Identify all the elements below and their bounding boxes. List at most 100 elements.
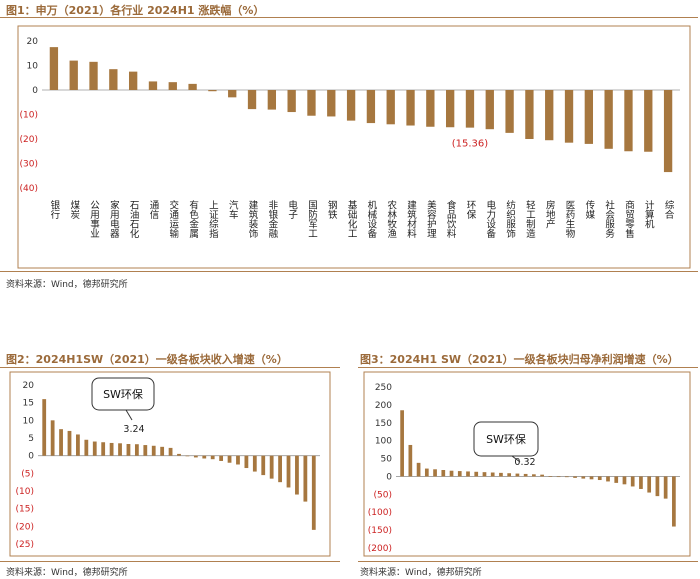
fig2-bar-8 [109, 442, 114, 456]
fig1-source: 资料来源：Wind，德邦研究所 [6, 280, 128, 290]
fig1-bar-13 [307, 90, 316, 116]
fig1-category-2: 公用事业 [88, 200, 100, 238]
fig2-bar-24 [244, 455, 249, 469]
fig2-bar-32 [311, 455, 316, 530]
fig2-bar-13 [151, 445, 156, 456]
fig3-bar-24 [597, 476, 602, 481]
fig1-category-22: 电力设备 [484, 199, 496, 239]
fig3-bar-19 [556, 476, 561, 478]
fig1-bar-22 [485, 90, 494, 130]
fig1-ytick-4: (20) [20, 135, 38, 145]
fig3-ytick-9: (200) [368, 544, 392, 554]
fig3-bar-14 [515, 473, 520, 477]
fig2-ytick-6: (10) [16, 487, 34, 497]
fig2-bar-9 [118, 443, 122, 456]
fig3-bar-6 [449, 470, 454, 477]
fig3-ytick-0: 250 [375, 383, 392, 393]
fig1-ytick-5: (30) [20, 160, 38, 170]
fig3-bar-29 [639, 476, 643, 489]
fig3-ytick-3: 100 [375, 437, 392, 447]
fig1-bar-1 [69, 60, 78, 90]
fig2-bar-25 [252, 455, 257, 472]
fig3-bar-0 [400, 410, 404, 477]
fig2-ytick-0: 20 [23, 381, 35, 391]
fig2-bar-0 [42, 399, 47, 456]
fig1-category-1: 煤炭 [68, 199, 80, 220]
fig1-bar-20 [445, 90, 455, 128]
fig2-ytick-2: 10 [23, 416, 35, 426]
fig2-bar-11 [134, 444, 139, 456]
fig1-bar-24 [525, 90, 534, 139]
fig2-ytick-3: 5 [28, 434, 34, 444]
fig1-bar-31 [663, 90, 673, 173]
fig2-top-rule [0, 367, 340, 368]
fig1-category-9: 汽车 [227, 199, 239, 220]
fig1-category-10: 建筑装饰 [247, 199, 259, 239]
fig2-bar-17 [185, 455, 190, 457]
fig2-bar-6 [92, 441, 97, 456]
fig1-bar-19 [426, 90, 435, 127]
fig2-bar-4 [76, 434, 80, 456]
fig1-bar-8 [208, 90, 217, 92]
fig2-callout-text: SW环保 [103, 387, 143, 401]
fig2-bar-5 [84, 439, 89, 456]
fig1-category-25: 房地产 [544, 199, 556, 229]
fig3-bar-12 [499, 472, 503, 477]
fig1-bar-9 [228, 90, 237, 98]
fig3-callout-box [473, 421, 539, 457]
fig3-bar-13 [507, 473, 512, 477]
fig1-bar-0 [49, 47, 59, 90]
fig1-bar-6 [168, 82, 177, 90]
fig1-category-8: 上证综指 [207, 200, 219, 239]
fig2-callout-pointer [125, 409, 133, 421]
fig1-bar-18 [406, 90, 415, 126]
fig2-bar-21 [219, 455, 224, 461]
fig2-bar-22 [227, 455, 232, 463]
fig3-top-rule [358, 367, 698, 368]
fig2-bar-10 [126, 444, 131, 456]
fig1-category-31: 综合 [663, 199, 675, 220]
fig1-category-3: 家用电器 [108, 199, 120, 238]
fig3-bar-28 [630, 476, 635, 487]
fig1-bar-23 [505, 90, 514, 133]
fig1-category-24: 轻工制造 [524, 199, 536, 239]
fig1-ytick-0: 20 [27, 37, 39, 47]
fig3-bar-2 [416, 462, 421, 477]
fig2-bar-12 [143, 445, 148, 456]
fig1-bar-7 [188, 83, 197, 90]
fig1-bar-12 [287, 90, 296, 113]
fig1-category-13: 国防军工 [306, 200, 318, 238]
fig3-bar-17 [540, 474, 544, 477]
fig3-bar-7 [457, 471, 462, 477]
fig3-bottom-rule [358, 561, 698, 562]
fig1-bar-27 [584, 90, 594, 144]
fig1-category-18: 建筑材料 [405, 199, 417, 239]
fig3-callout-pointer [511, 455, 521, 463]
fig3-data-label: 0.32 [514, 457, 535, 468]
fig3-bar-1 [408, 444, 413, 477]
fig3-bar-8 [466, 471, 470, 477]
fig3-bar-9 [474, 471, 479, 477]
fig1-category-11: 非银金融 [266, 199, 278, 239]
fig3-bar-4 [433, 469, 437, 477]
fig3-bar-26 [614, 476, 619, 483]
fig2-plot-frame [9, 371, 331, 557]
fig2-callout-box [91, 377, 155, 411]
fig1-bar-21 [465, 90, 475, 128]
fig3-bar-30 [647, 476, 652, 493]
fig1-bar-14 [327, 90, 336, 117]
fig2-bar-20 [210, 455, 215, 460]
fig2-bar-26 [261, 455, 266, 476]
fig3-bar-27 [622, 476, 627, 485]
fig3-bar-5 [441, 470, 446, 477]
fig2-bar-1 [50, 420, 55, 456]
fig3-bar-20 [564, 476, 569, 478]
fig2-ytick-5: (5) [21, 469, 34, 479]
fig3-ytick-8: (150) [368, 526, 392, 536]
fig3-ytick-1: 200 [375, 401, 392, 411]
fig1-category-6: 交通运输 [167, 199, 179, 239]
fig1-category-21: 环保 [464, 200, 476, 220]
fig3-bar-32 [663, 476, 668, 499]
fig2-bar-23 [236, 455, 240, 465]
fig3-callout-text: SW环保 [486, 432, 526, 446]
